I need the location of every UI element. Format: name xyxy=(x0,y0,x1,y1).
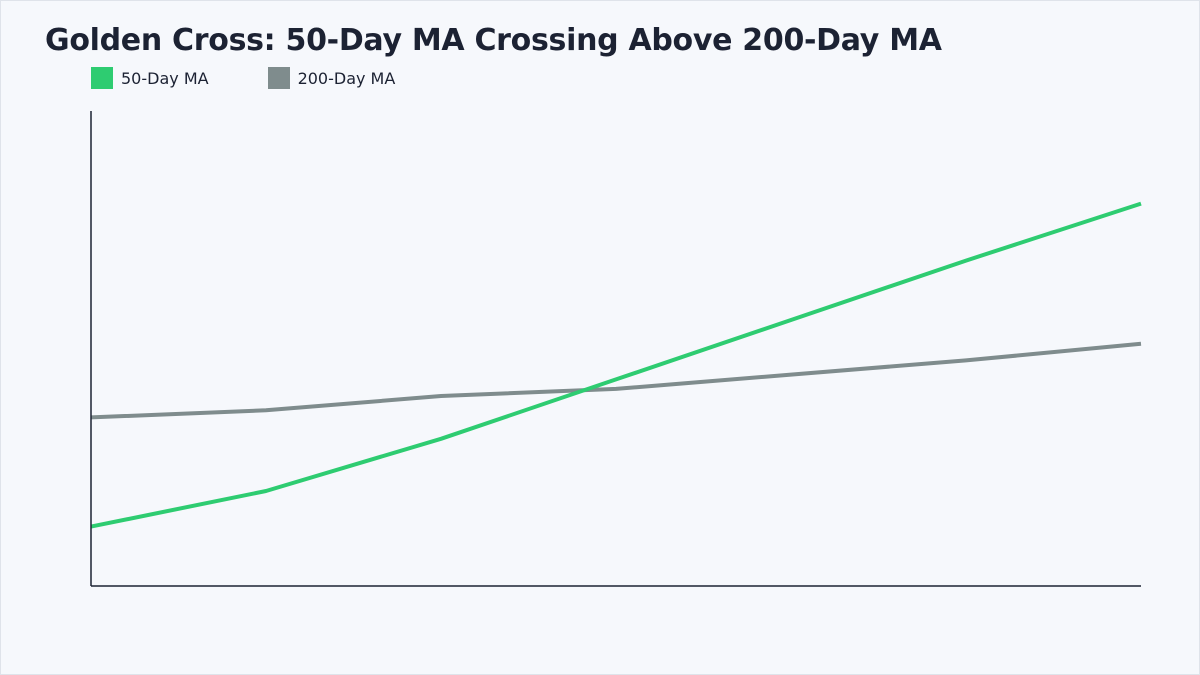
legend-item-200-day: 200-Day MA xyxy=(267,67,396,89)
series-line-50-day-ma xyxy=(90,201,1142,529)
legend-label-200-day: 200-Day MA xyxy=(297,68,396,88)
series-layer xyxy=(90,201,1142,529)
legend-label-50-day: 50-Day MA xyxy=(121,68,209,88)
series-line-200-day-ma xyxy=(90,341,1142,420)
chart-title: Golden Cross: 50-Day MA Crossing Above 2… xyxy=(45,23,942,58)
chart-legend: 50-Day MA 200-Day MA xyxy=(91,67,395,89)
legend-swatch-200-day xyxy=(267,67,290,89)
legend-swatch-50-day xyxy=(91,67,113,89)
legend-item-50-day: 50-Day MA xyxy=(91,67,209,89)
